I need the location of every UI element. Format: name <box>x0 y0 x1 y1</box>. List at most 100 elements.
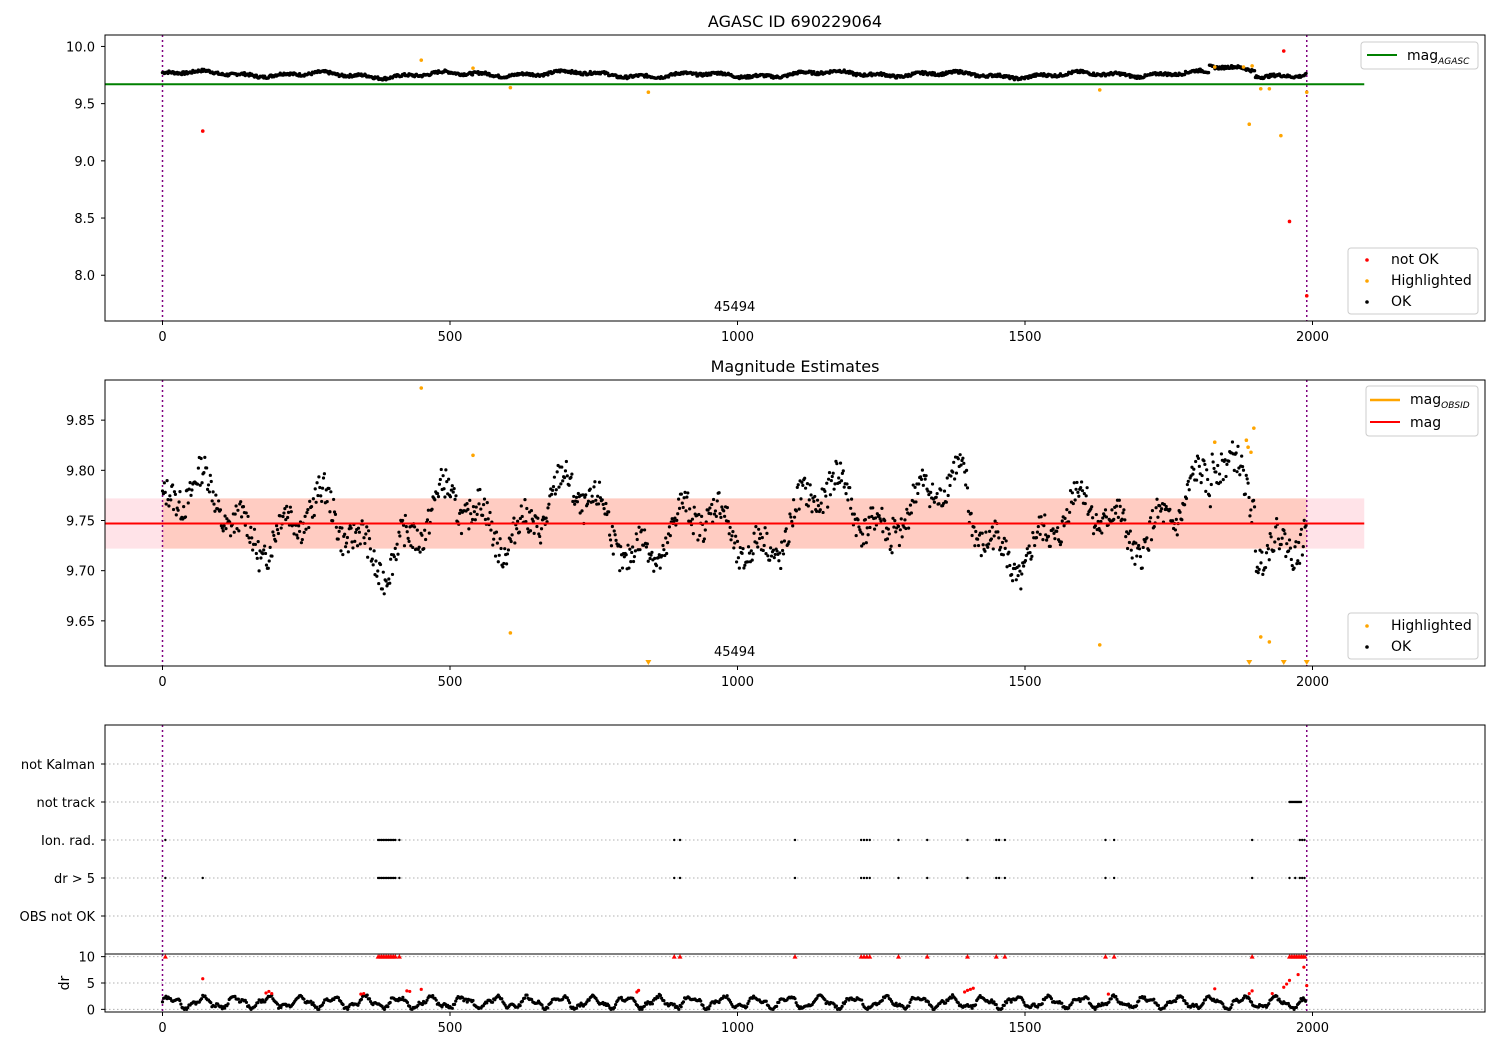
dr-point <box>861 1002 865 1006</box>
ok-point <box>189 493 193 497</box>
ok-point <box>207 490 212 494</box>
ok-point <box>1203 462 1207 467</box>
legend-ok: OK <box>1391 294 1412 310</box>
out-of-range-marker <box>645 660 652 665</box>
ok-point <box>697 512 701 517</box>
ok-point <box>747 551 752 555</box>
ok-point <box>610 524 614 529</box>
ok-point <box>909 511 913 515</box>
dr-point <box>994 1002 998 1007</box>
ok-point <box>228 534 233 538</box>
ok-point <box>730 534 734 538</box>
ok-point <box>557 485 561 489</box>
highlighted-point <box>1246 445 1250 450</box>
ok-point <box>1104 515 1109 519</box>
ok-point <box>688 519 693 523</box>
ok-point <box>1275 517 1279 521</box>
ok-point <box>1079 486 1083 490</box>
ok-point <box>684 509 688 513</box>
dr-point <box>179 1002 183 1006</box>
flag-point <box>1300 838 1304 842</box>
ok-point <box>815 498 820 502</box>
ok-point <box>1295 562 1299 566</box>
dr-point <box>1070 1001 1074 1005</box>
ok-point <box>417 545 421 549</box>
ok-point <box>990 525 994 529</box>
ok-point <box>1134 541 1138 545</box>
ok-point <box>677 506 682 510</box>
ok-point <box>1223 458 1227 462</box>
dr-point <box>619 995 623 999</box>
ok-point <box>398 534 402 538</box>
ok-point <box>812 499 816 503</box>
dr-point <box>844 999 848 1004</box>
ok-point <box>1252 68 1257 73</box>
ok-point <box>719 515 723 519</box>
ok-point <box>1260 550 1264 554</box>
ok-point <box>205 466 209 470</box>
ok-point <box>945 476 949 480</box>
dr-point <box>516 1005 520 1009</box>
ok-point <box>472 510 476 514</box>
ok-point <box>1269 535 1273 539</box>
ok-point <box>761 548 765 553</box>
ok-point <box>222 524 226 528</box>
highlighted-point <box>1249 450 1253 455</box>
flag-point <box>1104 876 1107 880</box>
ok-point <box>278 514 282 518</box>
y-tick-label: 9.70 <box>66 565 95 580</box>
dr-point-not-ok <box>264 991 268 995</box>
ok-point <box>609 544 614 548</box>
dr-point <box>1230 1003 1234 1007</box>
ok-point <box>734 534 738 538</box>
ok-point <box>271 530 275 534</box>
ok-point <box>863 517 867 522</box>
ok-point <box>590 494 594 498</box>
ok-point <box>644 545 649 549</box>
ok-point <box>1273 540 1277 544</box>
ok-point <box>766 554 770 558</box>
flag-point <box>392 838 395 842</box>
ok-point <box>1117 498 1121 502</box>
flag-point <box>897 876 900 880</box>
ok-point <box>1274 525 1278 529</box>
magnitude-panel: Magnitude Estimates 45494 0 500 1000 1500 20… <box>66 357 1486 690</box>
dr-point <box>1175 996 1179 1001</box>
ok-point <box>754 525 758 529</box>
ok-point <box>1074 487 1078 491</box>
ok-point <box>815 509 819 513</box>
dr-point <box>640 1007 644 1011</box>
dr-point <box>1134 1004 1139 1008</box>
dr-point <box>367 997 372 1001</box>
ok-point <box>536 516 540 520</box>
flag-point <box>793 876 797 880</box>
ok-point <box>1210 452 1214 456</box>
ok-point <box>1209 482 1213 487</box>
ok-point <box>619 544 623 549</box>
ok-point <box>1018 569 1022 573</box>
ok-point <box>445 480 449 484</box>
ok-point <box>710 502 714 507</box>
ok-point <box>1236 444 1240 448</box>
ok-point <box>1265 543 1270 548</box>
dr-point <box>408 1004 412 1008</box>
ok-point <box>604 501 608 506</box>
ok-point <box>354 530 358 534</box>
ok-point <box>1286 549 1291 553</box>
ok-point <box>972 525 976 529</box>
ok-point <box>375 574 379 578</box>
ok-point <box>880 506 884 510</box>
ok-point <box>474 505 478 509</box>
ok-point <box>720 505 724 509</box>
ok-point <box>1289 557 1293 562</box>
ok-point <box>1218 480 1223 484</box>
ok-point <box>935 491 939 496</box>
dr-point <box>1009 1000 1013 1004</box>
ok-point <box>823 489 827 493</box>
ok-point <box>195 482 200 486</box>
ok-point <box>714 514 718 518</box>
ok-point <box>245 533 249 538</box>
ok-point <box>1246 481 1250 485</box>
out-of-range-marker <box>1303 660 1310 665</box>
ok-point <box>163 490 167 494</box>
